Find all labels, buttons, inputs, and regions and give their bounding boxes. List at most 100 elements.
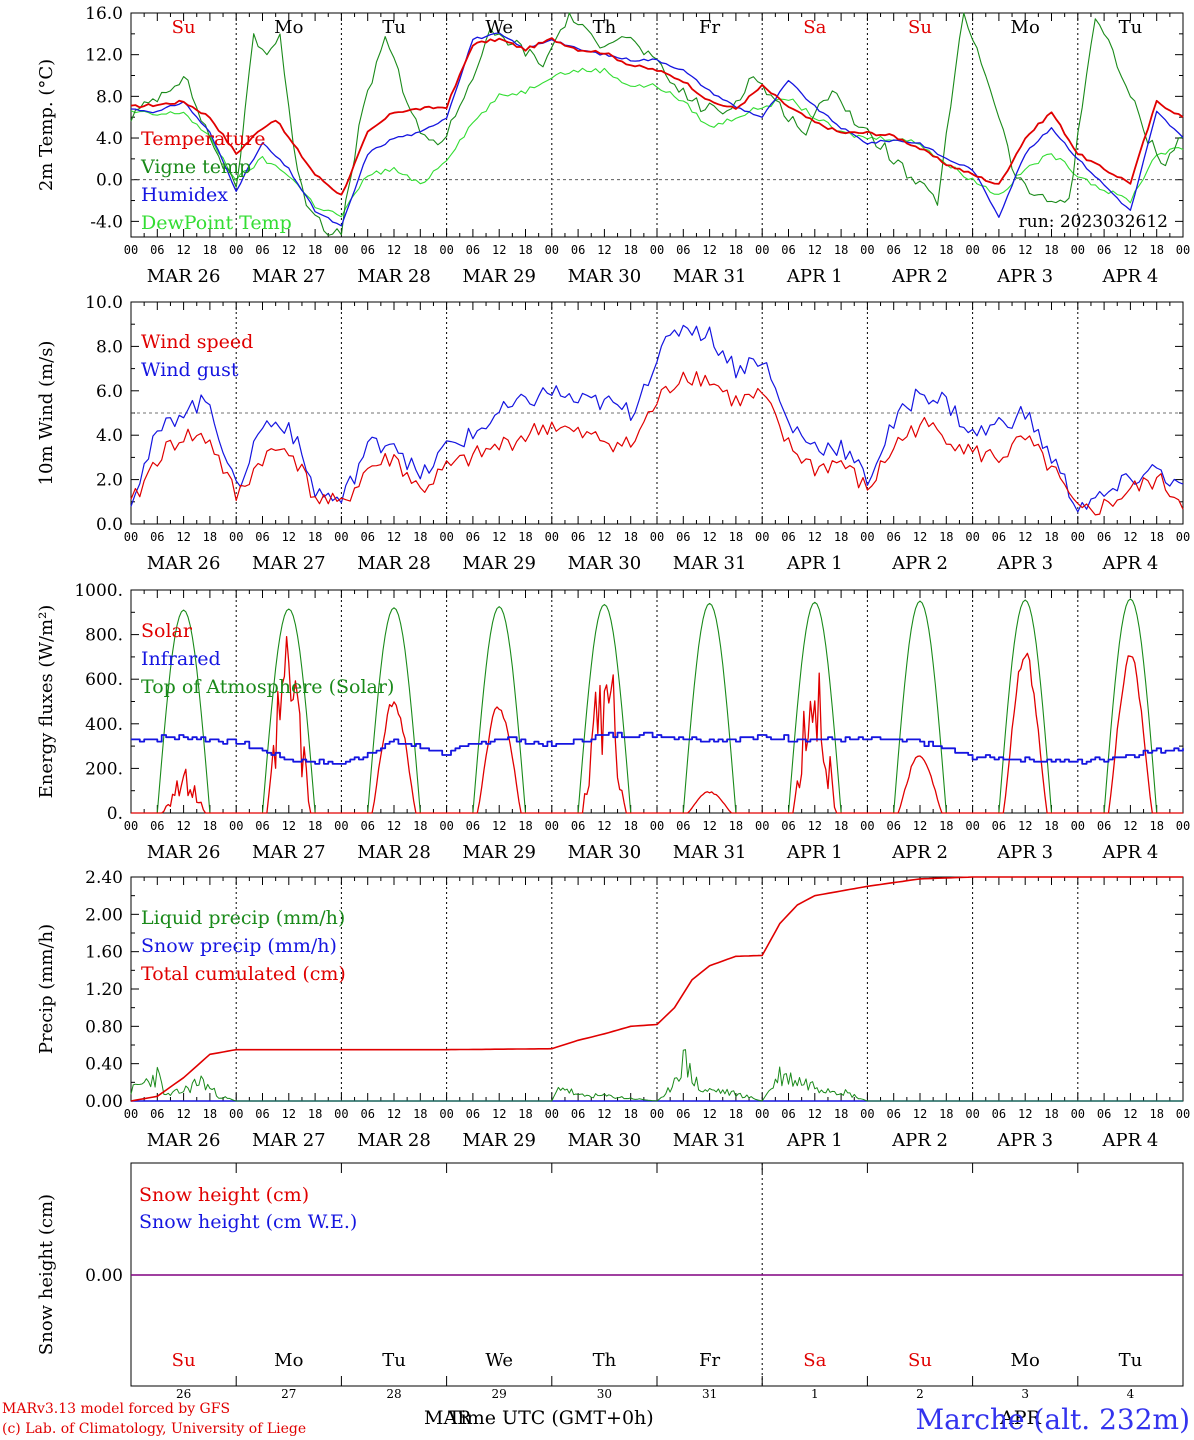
series-line-2 bbox=[130, 32, 1184, 227]
series-line-1 bbox=[131, 731, 1184, 765]
station-label: Marche (alt. 232m) bbox=[916, 1403, 1190, 1436]
hour-label: 12 bbox=[387, 1107, 401, 1121]
hour-label: 12 bbox=[702, 530, 716, 544]
hour-label: 00 bbox=[439, 243, 453, 257]
hour-label: 06 bbox=[255, 243, 269, 257]
y-axis-label: Energy fluxes (W/m²) bbox=[36, 605, 57, 799]
hour-label: 18 bbox=[1149, 819, 1163, 833]
hour-label: 18 bbox=[413, 243, 427, 257]
date-label: MAR 26 bbox=[147, 266, 221, 287]
day-number: 26 bbox=[176, 1387, 191, 1401]
day-name: Fr bbox=[699, 1350, 720, 1371]
hour-label: 00 bbox=[1176, 1107, 1190, 1121]
hour-label: 00 bbox=[1071, 1107, 1085, 1121]
hour-label: 06 bbox=[992, 1107, 1006, 1121]
y-tick-label: 6.0 bbox=[96, 382, 123, 402]
hour-label: 18 bbox=[729, 819, 743, 833]
hour-label: 00 bbox=[545, 530, 559, 544]
y-axis-label: Precip (mm/h) bbox=[36, 924, 57, 1054]
day-name: Su bbox=[172, 1350, 196, 1371]
date-label: MAR 30 bbox=[568, 553, 642, 574]
hour-label: 00 bbox=[755, 1107, 769, 1121]
hour-label: 12 bbox=[597, 1107, 611, 1121]
hour-label: 00 bbox=[650, 530, 664, 544]
legend-entry: Vigne temp bbox=[140, 156, 251, 178]
hour-label: 00 bbox=[124, 530, 138, 544]
day-number: 2 bbox=[916, 1387, 924, 1401]
day-name: Sa bbox=[803, 1350, 826, 1371]
hour-label: 06 bbox=[466, 819, 480, 833]
y-tick-label: 0.00 bbox=[85, 1266, 123, 1286]
hour-label: 00 bbox=[1071, 819, 1085, 833]
hour-label: 06 bbox=[781, 530, 795, 544]
hour-label: 18 bbox=[1044, 530, 1058, 544]
date-label: MAR 27 bbox=[252, 842, 326, 863]
hour-label: 12 bbox=[597, 819, 611, 833]
hour-label: 12 bbox=[176, 243, 190, 257]
hour-label: 18 bbox=[518, 530, 532, 544]
month-label: APR bbox=[999, 1407, 1042, 1429]
hour-label: 18 bbox=[729, 1107, 743, 1121]
date-label: MAR 31 bbox=[673, 1130, 747, 1151]
y-axis-label: 10m Wind (m/s) bbox=[36, 341, 57, 486]
hour-label: 18 bbox=[308, 1107, 322, 1121]
hour-label: 12 bbox=[808, 1107, 822, 1121]
y-tick-label: 0.40 bbox=[85, 1055, 123, 1075]
hour-label: 00 bbox=[860, 819, 874, 833]
hour-label: 00 bbox=[124, 819, 138, 833]
day-name: We bbox=[485, 1350, 513, 1371]
hour-label: 06 bbox=[676, 1107, 690, 1121]
date-label: APR 4 bbox=[1101, 266, 1158, 287]
hour-label: 00 bbox=[545, 243, 559, 257]
hour-label: 00 bbox=[1071, 243, 1085, 257]
legend-entry: Solar bbox=[141, 620, 193, 642]
series-line-2 bbox=[130, 876, 1183, 1102]
hour-label: 12 bbox=[176, 819, 190, 833]
hour-label: 00 bbox=[439, 819, 453, 833]
hour-label: 00 bbox=[229, 530, 243, 544]
hour-label: 12 bbox=[387, 530, 401, 544]
date-label: APR 2 bbox=[891, 266, 948, 287]
hour-label: 06 bbox=[676, 530, 690, 544]
hour-label: 18 bbox=[834, 1107, 848, 1121]
panel-3: 0.00 0.40 0.80 1.20 1.60 2.00 2.40 Precip (mm/h… bbox=[36, 868, 1190, 1151]
hour-label: 00 bbox=[860, 243, 874, 257]
legend-entry: Snow height (cm) bbox=[139, 1184, 309, 1206]
legend-entry: DewPoint Temp bbox=[141, 212, 292, 234]
series-line-0 bbox=[130, 1049, 1183, 1102]
hour-label: 06 bbox=[150, 819, 164, 833]
date-label: MAR 26 bbox=[147, 842, 221, 863]
date-label: APR 3 bbox=[996, 842, 1053, 863]
y-tick-label: 0. bbox=[107, 804, 123, 824]
hour-label: 12 bbox=[597, 530, 611, 544]
hour-label: 00 bbox=[965, 1107, 979, 1121]
y-tick-label: 2.0 bbox=[96, 471, 123, 491]
hour-label: 18 bbox=[413, 1107, 427, 1121]
y-axis-label: 2m Temp. (°C) bbox=[36, 59, 57, 191]
y-tick-label: 8.0 bbox=[96, 87, 123, 107]
hour-label: 18 bbox=[623, 243, 637, 257]
y-tick-label: 0.00 bbox=[85, 1092, 123, 1112]
hour-label: 18 bbox=[518, 1107, 532, 1121]
hour-label: 18 bbox=[1149, 1107, 1163, 1121]
hour-label: 00 bbox=[334, 243, 348, 257]
hour-label: 00 bbox=[545, 819, 559, 833]
hour-label: 12 bbox=[702, 243, 716, 257]
hour-label: 12 bbox=[282, 530, 296, 544]
hour-label: 06 bbox=[886, 530, 900, 544]
hour-label: 00 bbox=[1176, 530, 1190, 544]
legend-entry: Liquid precip (mm/h) bbox=[141, 907, 345, 929]
series-line-1 bbox=[130, 324, 1184, 513]
legend-entry: Humidex bbox=[141, 184, 228, 206]
hour-label: 12 bbox=[702, 1107, 716, 1121]
legend-entry: Infrared bbox=[141, 648, 221, 670]
y-tick-label: 1.60 bbox=[85, 943, 123, 963]
y-tick-label: 600. bbox=[85, 670, 123, 690]
hour-label: 00 bbox=[229, 1107, 243, 1121]
hour-label: 06 bbox=[886, 243, 900, 257]
hour-label: 06 bbox=[992, 530, 1006, 544]
hour-label: 00 bbox=[124, 243, 138, 257]
hour-label: 00 bbox=[439, 530, 453, 544]
hour-label: 12 bbox=[282, 1107, 296, 1121]
hour-label: 00 bbox=[755, 243, 769, 257]
